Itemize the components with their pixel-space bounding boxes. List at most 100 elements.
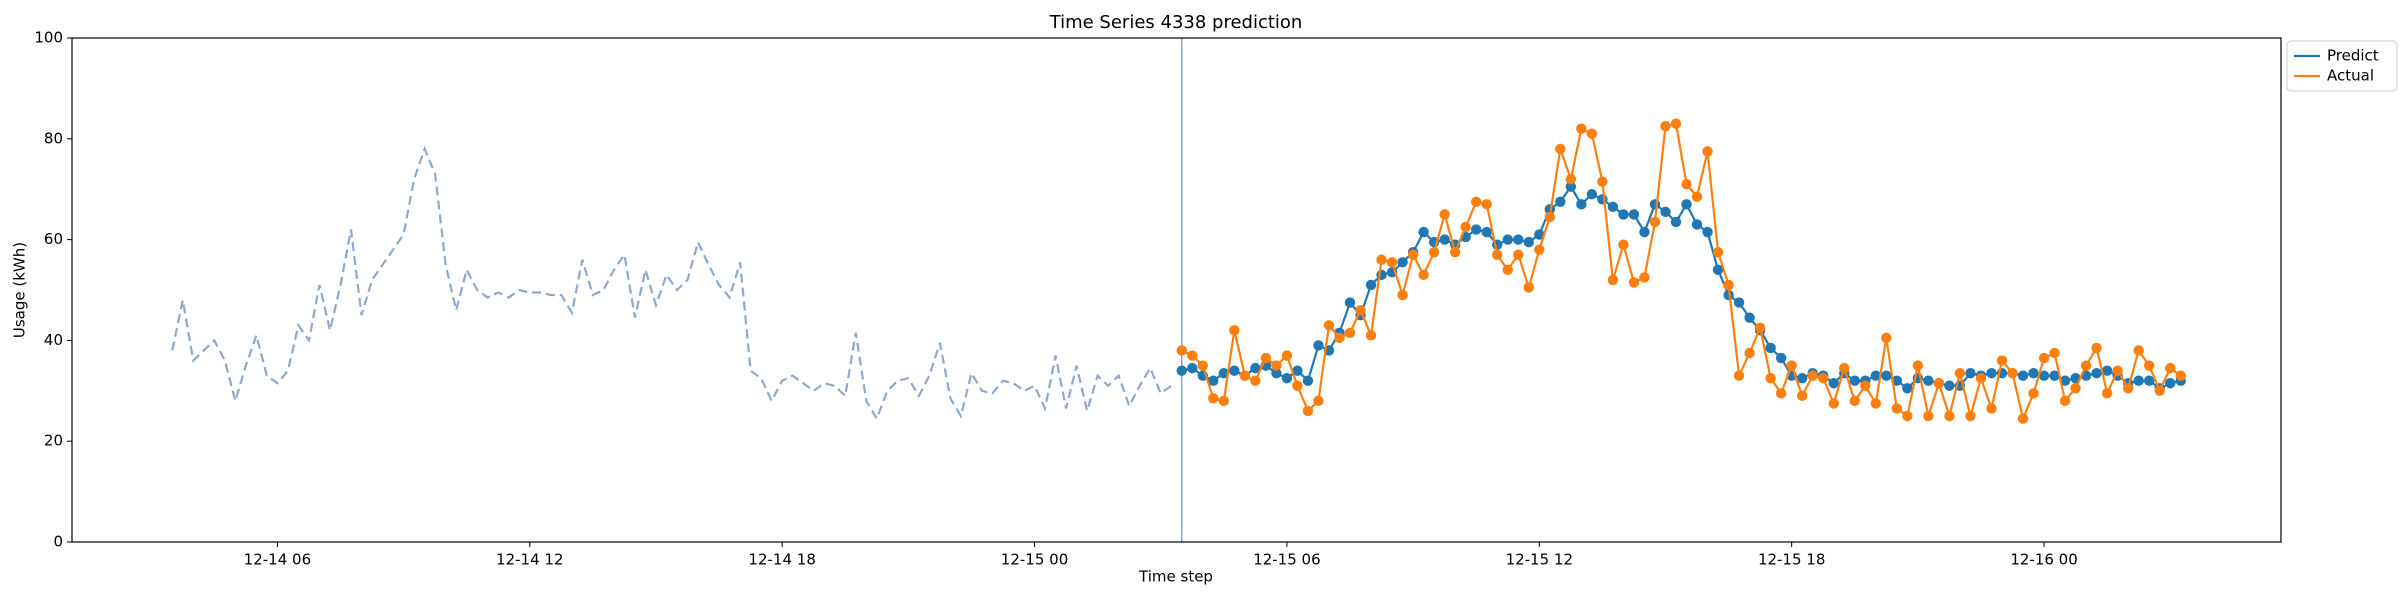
- data-point: [1208, 375, 1219, 386]
- data-point: [1239, 370, 1251, 381]
- y-tick-label: 100: [34, 29, 63, 47]
- data-point: [1775, 388, 1787, 399]
- data-point: [1765, 342, 1776, 354]
- data-point: [2091, 342, 2102, 354]
- data-point: [1712, 264, 1724, 276]
- data-point: [2049, 347, 2060, 359]
- data-point: [1397, 257, 1408, 268]
- data-point: [1218, 367, 1230, 379]
- data-point: [1660, 206, 1671, 218]
- data-point: [1176, 365, 1187, 376]
- data-point: [1681, 199, 1692, 210]
- data-point: [1744, 347, 1755, 359]
- data-point: [1996, 355, 2008, 366]
- data-point: [2101, 388, 2113, 399]
- x-axis-label: Time step: [1138, 568, 1213, 586]
- data-point: [1576, 199, 1587, 210]
- data-point: [1365, 330, 1377, 341]
- data-point: [1386, 257, 1398, 268]
- data-point: [2059, 375, 2071, 386]
- data-point: [1544, 211, 1556, 223]
- data-point: [1208, 393, 1219, 404]
- legend-label: Actual: [2327, 67, 2374, 85]
- data-point: [1481, 199, 1492, 210]
- data-point: [1733, 370, 1745, 381]
- data-point: [1576, 123, 1587, 134]
- legend-label: Predict: [2327, 47, 2379, 65]
- data-point: [2028, 388, 2039, 399]
- data-point: [2112, 365, 2123, 376]
- data-point: [1796, 390, 1808, 402]
- data-point: [1586, 189, 1598, 200]
- data-point: [1313, 395, 1324, 407]
- data-point: [1628, 277, 1640, 288]
- plot-frame: [71, 37, 2282, 543]
- y-tick-label: 80: [44, 129, 63, 147]
- data-point: [1449, 247, 1461, 258]
- x-tick-label: 12-14 06: [244, 551, 311, 569]
- data-point: [1796, 373, 1808, 384]
- data-point: [2070, 383, 2081, 394]
- data-point: [1229, 365, 1240, 376]
- data-point: [2091, 367, 2102, 379]
- data-point: [1197, 360, 1208, 371]
- data-point: [1954, 367, 1966, 379]
- data-point: [1534, 244, 1545, 255]
- data-point: [1565, 173, 1577, 185]
- data-point: [1839, 362, 1850, 374]
- data-point: [1818, 373, 1829, 384]
- data-point: [1670, 118, 1682, 129]
- data-point: [1639, 272, 1650, 283]
- data-point: [1691, 219, 1703, 230]
- data-point: [1891, 375, 1903, 386]
- data-point: [1649, 216, 1661, 228]
- data-point: [1786, 360, 1797, 371]
- data-point: [1933, 378, 1945, 389]
- data-point: [1523, 236, 1534, 248]
- data-point: [1986, 367, 1997, 379]
- data-point: [1607, 274, 1619, 286]
- y-tick-label: 40: [44, 331, 63, 349]
- data-point: [1660, 121, 1671, 132]
- data-point: [1502, 264, 1513, 276]
- data-point: [2038, 370, 2050, 381]
- data-point: [1597, 194, 1608, 205]
- data-point: [1565, 181, 1577, 192]
- data-point: [1849, 375, 1860, 386]
- data-point: [1407, 249, 1419, 260]
- data-point: [1534, 229, 1545, 240]
- data-point: [2175, 370, 2186, 381]
- data-point: [1828, 378, 1839, 389]
- data-point: [1702, 146, 1713, 157]
- y-tick-label: 0: [53, 533, 63, 551]
- data-point: [1670, 216, 1682, 228]
- x-tick-label: 12-15 00: [1001, 551, 1068, 569]
- data-point: [2133, 345, 2144, 356]
- y-tick-label: 20: [44, 432, 63, 450]
- x-tick-label: 12-14 18: [748, 551, 815, 569]
- data-point: [1555, 143, 1566, 155]
- data-point: [1355, 304, 1366, 316]
- data-point: [2154, 385, 2165, 396]
- data-point: [1912, 360, 1924, 371]
- data-point: [1470, 224, 1482, 235]
- data-point: [1281, 350, 1293, 361]
- data-point: [2144, 375, 2155, 386]
- data-point: [1218, 395, 1230, 407]
- data-point: [1597, 176, 1608, 187]
- data-point: [1965, 410, 1976, 422]
- data-point: [2017, 370, 2029, 381]
- y-axis-label: Usage (kWh): [11, 242, 29, 338]
- data-point: [1891, 403, 1903, 414]
- data-point: [1944, 380, 1955, 391]
- data-point: [1323, 320, 1335, 331]
- data-point: [1502, 234, 1513, 245]
- data-point: [1923, 375, 1934, 386]
- data-point: [1870, 370, 1881, 381]
- data-point: [1649, 199, 1661, 210]
- data-point: [2122, 383, 2134, 394]
- data-point: [1281, 373, 1293, 384]
- data-point: [1870, 398, 1881, 409]
